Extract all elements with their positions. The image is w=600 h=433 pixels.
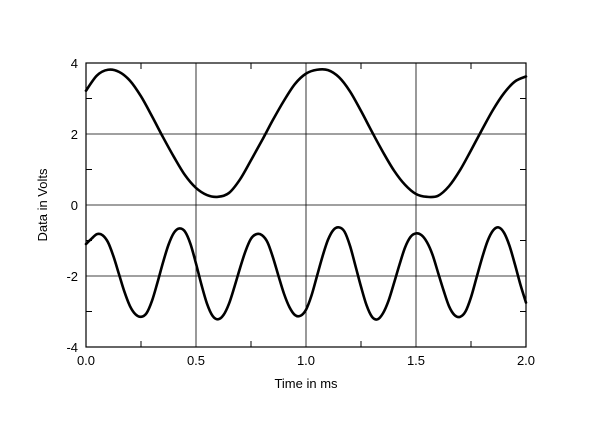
plot-frame (85, 62, 527, 348)
y-tick-label: 2 (71, 127, 78, 142)
x-tick-label: 2.0 (517, 353, 535, 368)
x-axis-title: Time in ms (274, 376, 338, 391)
x-tick-label: 1.0 (297, 353, 315, 368)
y-tick-labels: 4 2 0 -2 -4 (66, 56, 78, 355)
y-tick-label: -4 (66, 340, 78, 355)
series-line-2 (84, 226, 528, 321)
series-line-1 (84, 67, 528, 199)
y-tick-label: 4 (71, 56, 78, 71)
x-tick-label: 0.0 (77, 353, 95, 368)
y-tick-label: -2 (66, 269, 78, 284)
tick-marks (86, 63, 526, 347)
x-tick-labels: 0.0 0.5 1.0 1.5 2.0 (77, 353, 535, 368)
x-tick-label: 1.5 (407, 353, 425, 368)
y-axis-title: Data in Volts (35, 168, 50, 241)
x-tick-label: 0.5 (187, 353, 205, 368)
series-group (84, 67, 528, 321)
y-tick-label: 0 (71, 198, 78, 213)
